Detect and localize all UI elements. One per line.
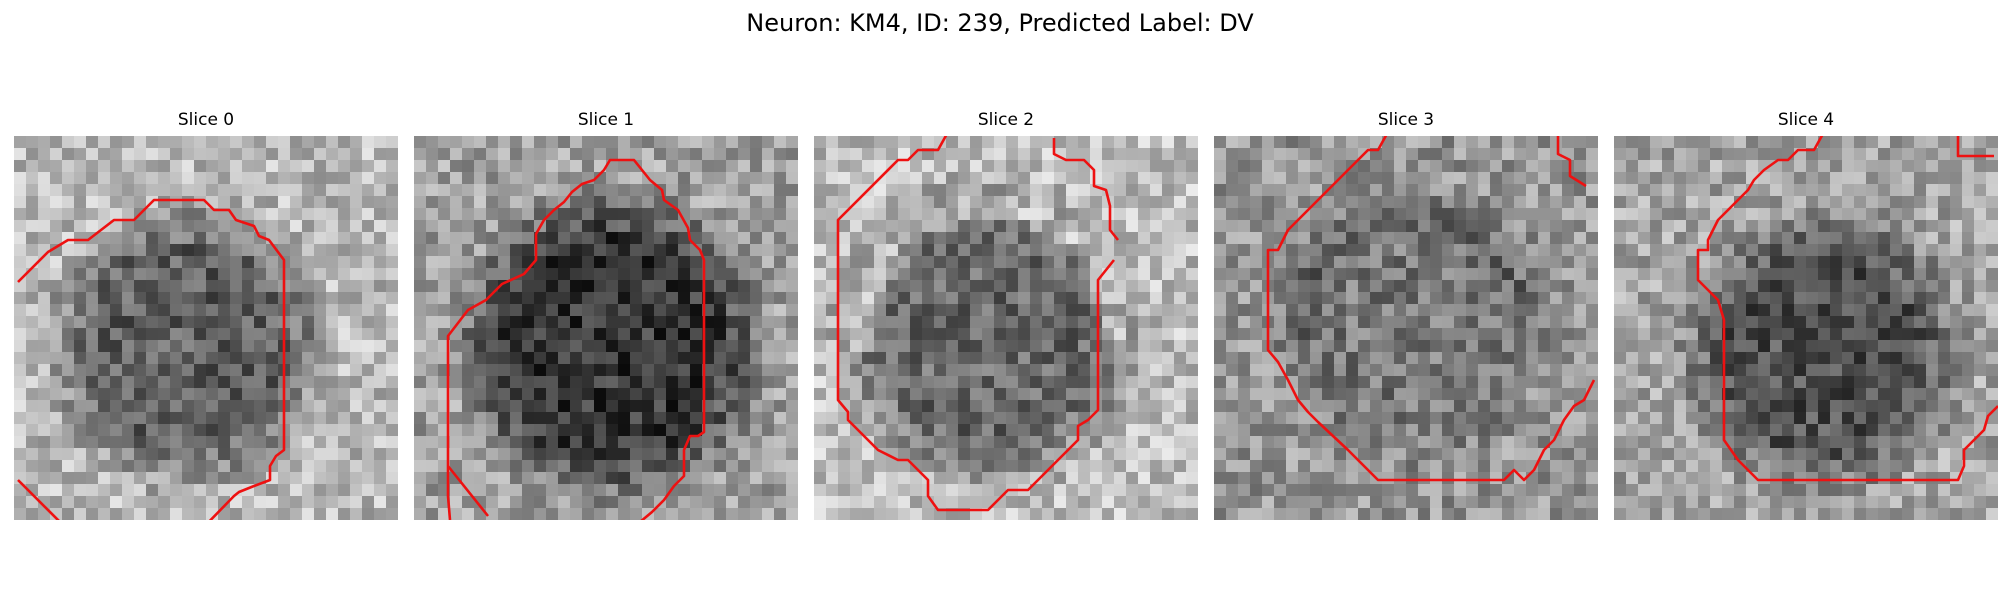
pixel-grid-0 [14,136,398,520]
figure-title: Neuron: KM4, ID: 239, Predicted Label: D… [746,9,1254,37]
slice-panel-0: Slice 0 [14,108,398,520]
slice-panel-3: Slice 3 [1214,108,1598,520]
slice-title-0: Slice 0 [177,110,235,130]
segmentation-contour-1 [446,158,706,520]
segmentation-contour-3 [1266,136,1596,482]
slice-image-3 [1214,136,1598,520]
pixel-grid-4 [1614,136,1998,520]
slice-title-2: Slice 2 [977,110,1035,130]
slice-panel-2: Slice 2 [814,108,1198,520]
segmentation-contour-4 [1696,136,1998,482]
pixel-grid-1 [414,136,798,520]
slice-panel-1: Slice 1 [414,108,798,520]
slice-image-0 [14,136,398,520]
slice-panel-4: Slice 4 [1614,108,1998,520]
slice-title-1: Slice 1 [577,110,635,130]
segmentation-contour-0 [17,198,286,520]
slice-title-3: Slice 3 [1377,110,1435,130]
pixel-grid-3 [1214,136,1598,520]
slice-image-1 [414,136,798,520]
segmentation-contour-2 [836,136,1120,512]
pixel-grid-2 [814,136,1198,520]
slice-title-4: Slice 4 [1777,110,1835,130]
slice-image-4 [1614,136,1998,520]
slice-image-2 [814,136,1198,520]
